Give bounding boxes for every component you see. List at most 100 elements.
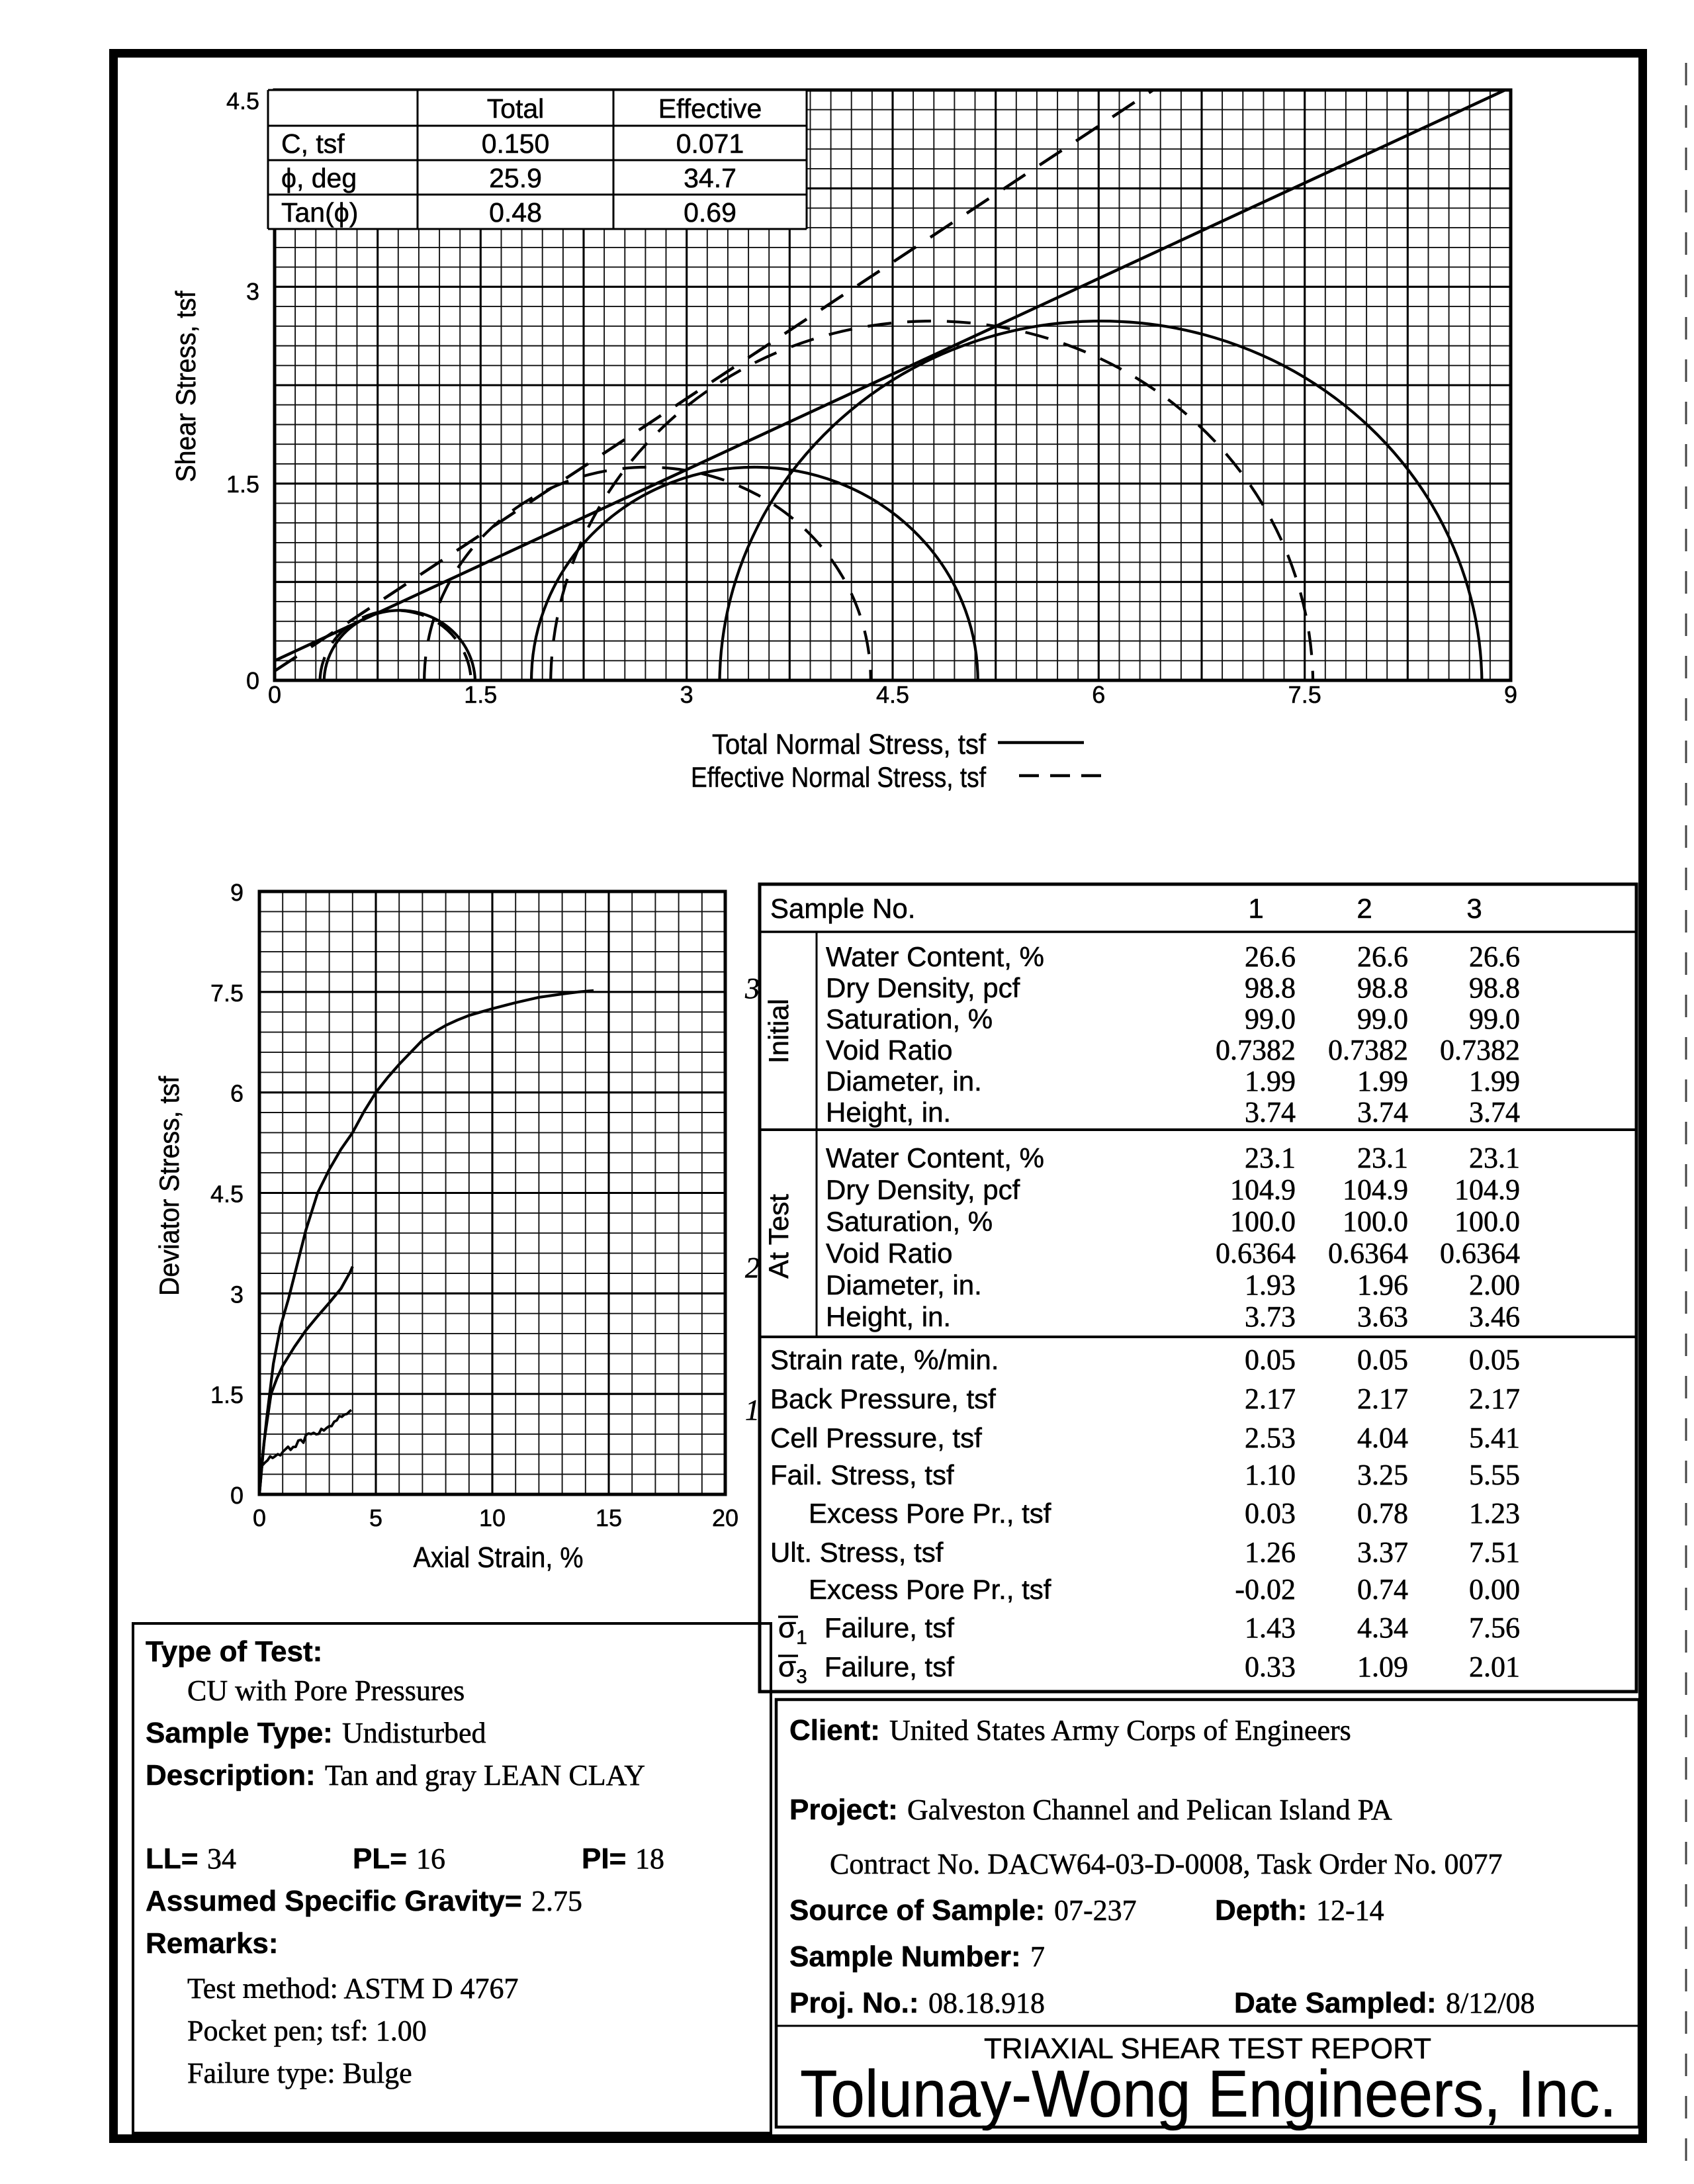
svg-text:Excess Pore Pr., tsf: Excess Pore Pr., tsf: [809, 1574, 1051, 1605]
svg-text:0.071: 0.071: [676, 128, 744, 159]
svg-text:99.0: 99.0: [1469, 1003, 1520, 1035]
svg-text:16: 16: [416, 1843, 445, 1875]
svg-text:Client:: Client:: [789, 1714, 880, 1747]
svg-text:3: 3: [246, 278, 259, 305]
svg-text:Galveston Channel and Pelican: Galveston Channel and Pelican Island PA: [907, 1794, 1392, 1826]
svg-text:5: 5: [369, 1504, 382, 1531]
svg-text:3.63: 3.63: [1357, 1300, 1408, 1333]
svg-text:0: 0: [230, 1482, 244, 1509]
svg-text:6: 6: [230, 1080, 244, 1107]
svg-text:0.05: 0.05: [1245, 1343, 1296, 1376]
svg-text:0: 0: [268, 681, 281, 708]
svg-text:Sample No.: Sample No.: [770, 893, 915, 924]
svg-text:0.6364: 0.6364: [1216, 1237, 1296, 1269]
svg-text:Remarks:: Remarks:: [146, 1927, 279, 1960]
svg-text:Effective: Effective: [658, 93, 762, 124]
svg-text:7.5: 7.5: [210, 979, 244, 1007]
svg-text:United States Army Corps of En: United States Army Corps of Engineers: [889, 1714, 1351, 1747]
svg-text:0.7382: 0.7382: [1328, 1034, 1408, 1066]
svg-text:2.53: 2.53: [1245, 1422, 1296, 1454]
svg-text:Tan(ϕ): Tan(ϕ): [281, 197, 358, 228]
svg-text:1.23: 1.23: [1469, 1497, 1520, 1529]
svg-text:Back Pressure, tsf: Back Pressure, tsf: [770, 1383, 996, 1414]
svg-text:3: 3: [680, 681, 693, 708]
svg-text:20: 20: [712, 1504, 738, 1531]
svg-text:Water Content, %: Water Content, %: [826, 1142, 1044, 1173]
svg-text:7.51: 7.51: [1469, 1536, 1520, 1569]
svg-text:Axial Strain, %: Axial Strain, %: [414, 1541, 584, 1574]
svg-text:7.5: 7.5: [1288, 681, 1321, 708]
svg-text:1.5: 1.5: [210, 1381, 244, 1408]
svg-text:Cell Pressure, tsf: Cell Pressure, tsf: [770, 1422, 982, 1453]
svg-text:Tan and gray LEAN CLAY: Tan and gray LEAN CLAY: [325, 1759, 645, 1792]
svg-text:Deviator Stress, tsf: Deviator Stress, tsf: [154, 1076, 185, 1296]
svg-text:Total Normal Stress, tsf: Total Normal Stress, tsf: [712, 729, 987, 760]
svg-text:3.74: 3.74: [1469, 1096, 1520, 1128]
svg-text:2.01: 2.01: [1469, 1651, 1520, 1683]
svg-text:98.8: 98.8: [1469, 972, 1520, 1004]
svg-text:1.10: 1.10: [1245, 1459, 1296, 1491]
svg-text:Excess Pore Pr., tsf: Excess Pore Pr., tsf: [809, 1498, 1051, 1529]
svg-text:Sample Type:: Sample Type:: [146, 1717, 333, 1749]
svg-text:0: 0: [246, 667, 259, 694]
svg-text:Description:: Description:: [146, 1759, 316, 1792]
svg-text:Void Ratio: Void Ratio: [826, 1034, 952, 1066]
svg-text:Type of Test:: Type of Test:: [146, 1635, 322, 1668]
svg-text:At Test: At Test: [763, 1194, 794, 1279]
svg-text:3: 3: [1466, 893, 1482, 924]
svg-text:0.6364: 0.6364: [1328, 1237, 1408, 1269]
svg-text:2.17: 2.17: [1357, 1383, 1408, 1415]
svg-text:0.7382: 0.7382: [1216, 1034, 1296, 1066]
svg-text:0.6364: 0.6364: [1440, 1237, 1520, 1269]
svg-text:4.04: 4.04: [1357, 1422, 1408, 1454]
svg-text:98.8: 98.8: [1245, 972, 1296, 1004]
svg-text:PL=: PL=: [353, 1843, 407, 1875]
svg-text:Initial: Initial: [763, 999, 794, 1064]
svg-text:1.5: 1.5: [464, 681, 497, 708]
svg-text:99.0: 99.0: [1245, 1003, 1296, 1035]
svg-text:100.0: 100.0: [1343, 1205, 1408, 1238]
svg-text:98.8: 98.8: [1357, 972, 1408, 1004]
svg-text:CU with Pore Pressures: CU with Pore Pressures: [187, 1674, 465, 1707]
svg-text:0.150: 0.150: [482, 128, 550, 159]
svg-text:9: 9: [1504, 681, 1517, 708]
svg-text:1: 1: [745, 1394, 760, 1426]
svg-text:Test method: ASTM D 4767: Test method: ASTM D 4767: [187, 1972, 518, 2005]
svg-text:Height, in.: Height, in.: [826, 1097, 951, 1128]
svg-text:5.41: 5.41: [1469, 1422, 1520, 1454]
svg-text:2: 2: [1357, 893, 1372, 924]
svg-text:3.74: 3.74: [1245, 1096, 1296, 1128]
svg-text:Project:: Project:: [789, 1794, 898, 1826]
svg-text:0.33: 0.33: [1245, 1651, 1296, 1683]
svg-text:0.69: 0.69: [684, 197, 736, 228]
svg-text:100.0: 100.0: [1454, 1205, 1520, 1238]
svg-text:3.73: 3.73: [1245, 1300, 1296, 1333]
svg-text:3.74: 3.74: [1357, 1096, 1408, 1128]
svg-text:0.00: 0.00: [1469, 1573, 1520, 1606]
svg-text:99.0: 99.0: [1357, 1003, 1408, 1035]
svg-text:Contract No. DACW64-03-D-0008,: Contract No. DACW64-03-D-0008, Task Orde…: [830, 1848, 1503, 1880]
svg-text:0.48: 0.48: [489, 197, 542, 228]
svg-text:7: 7: [1030, 1940, 1045, 1973]
svg-text:Ult. Stress, tsf: Ult. Stress, tsf: [770, 1537, 944, 1568]
svg-text:0: 0: [253, 1504, 266, 1531]
svg-text:ϕ, deg: ϕ, deg: [281, 163, 357, 193]
svg-text:4.34: 4.34: [1357, 1612, 1408, 1644]
svg-text:3: 3: [230, 1281, 244, 1308]
svg-text:Effective Normal Stress, tsf: Effective Normal Stress, tsf: [691, 762, 987, 794]
svg-text:C, tsf: C, tsf: [281, 128, 345, 159]
svg-text:25.9: 25.9: [489, 163, 542, 193]
svg-text:15: 15: [596, 1504, 622, 1531]
svg-text:Sample Number:: Sample Number:: [789, 1940, 1021, 1973]
svg-text:PI=: PI=: [582, 1843, 626, 1875]
svg-text:23.1: 23.1: [1469, 1142, 1520, 1174]
svg-text:Void Ratio: Void Ratio: [826, 1238, 952, 1269]
svg-text:2.17: 2.17: [1469, 1383, 1520, 1415]
svg-text:Tolunay-Wong Engineers, Inc.: Tolunay-Wong Engineers, Inc.: [800, 2057, 1617, 2131]
svg-text:26.6: 26.6: [1357, 940, 1408, 973]
svg-text:0.03: 0.03: [1245, 1497, 1296, 1529]
svg-text:Source of Sample:: Source of Sample:: [789, 1894, 1045, 1927]
svg-text:1.99: 1.99: [1469, 1065, 1520, 1097]
svg-text:34: 34: [207, 1843, 236, 1875]
svg-text:23.1: 23.1: [1357, 1142, 1408, 1174]
